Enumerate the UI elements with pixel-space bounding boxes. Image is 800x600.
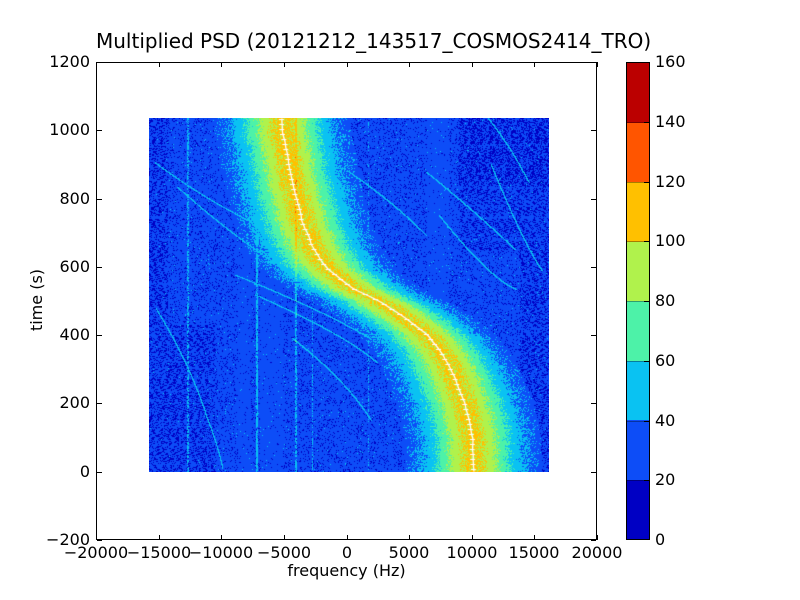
colorbar-tick-label: 0 <box>655 530 666 549</box>
colorbar-separator <box>627 182 649 183</box>
y-tick-mark-right <box>591 540 596 541</box>
colorbar-tick-label: 100 <box>655 231 686 250</box>
y-tick-mark-right <box>591 472 596 473</box>
colorbar-separator <box>627 241 649 242</box>
y-tick-label: 0 <box>79 462 90 481</box>
x-tick-mark <box>96 535 97 540</box>
y-tick-mark <box>97 472 102 473</box>
x-tick-mark-top <box>347 62 348 67</box>
colorbar-tick-mark <box>644 241 649 242</box>
y-tick-mark <box>97 130 102 131</box>
colorbar-separator <box>627 361 649 362</box>
x-tick-mark-top <box>221 62 222 67</box>
x-tick-mark-top <box>409 62 410 67</box>
psd-heatmap-image <box>149 118 549 472</box>
x-tick-mark-top <box>597 62 598 67</box>
x-axis-label: frequency (Hz) <box>287 561 406 580</box>
y-tick-mark <box>97 267 102 268</box>
x-tick-label: −5000 <box>256 543 312 562</box>
x-tick-mark <box>534 535 535 540</box>
colorbar-tick-mark <box>644 421 649 422</box>
colorbar-segment <box>627 360 649 420</box>
x-tick-label: 0 <box>341 543 353 562</box>
x-tick-label: 20000 <box>571 543 623 562</box>
y-tick-mark-right <box>591 403 596 404</box>
colorbar-segment <box>627 241 649 301</box>
x-tick-label: 15000 <box>508 543 560 562</box>
y-tick-mark <box>97 403 102 404</box>
colorbar-separator <box>627 122 649 123</box>
y-tick-mark <box>97 62 102 63</box>
colorbar-segments <box>627 63 649 539</box>
x-tick-label: −15000 <box>126 543 192 562</box>
axes-frame <box>96 62 597 540</box>
x-tick-label: −10000 <box>188 543 254 562</box>
y-tick-label: 800 <box>59 189 90 208</box>
colorbar-tick-mark <box>644 122 649 123</box>
colorbar-segment <box>627 182 649 242</box>
x-tick-label: 10000 <box>446 543 498 562</box>
x-tick-mark-top <box>284 62 285 67</box>
y-tick-label: 400 <box>59 325 90 344</box>
colorbar-segment <box>627 479 649 539</box>
colorbar-tick-label: 140 <box>655 112 686 131</box>
colorbar-separator <box>627 421 649 422</box>
colorbar-tick-label: 40 <box>655 411 676 430</box>
y-tick-label: 1200 <box>49 52 90 71</box>
colorbar-segment <box>627 420 649 480</box>
y-tick-mark-right <box>591 62 596 63</box>
y-tick-label: 200 <box>59 393 90 412</box>
y-tick-label: −200 <box>46 530 90 549</box>
x-tick-label: −20000 <box>63 543 129 562</box>
colorbar-tick-label: 120 <box>655 172 686 191</box>
y-tick-mark <box>97 540 102 541</box>
x-tick-mark <box>472 535 473 540</box>
x-tick-mark-top <box>159 62 160 67</box>
x-tick-mark <box>221 535 222 540</box>
colorbar-tick-mark <box>644 480 649 481</box>
colorbar-segment <box>627 301 649 361</box>
colorbar-tick-label: 60 <box>655 351 676 370</box>
x-tick-label: 5000 <box>388 543 430 562</box>
y-tick-mark <box>97 335 102 336</box>
colorbar-separator <box>627 480 649 481</box>
x-tick-mark <box>347 535 348 540</box>
colorbar-segment <box>627 63 649 123</box>
x-tick-mark-top <box>472 62 473 67</box>
x-tick-mark-top <box>534 62 535 67</box>
colorbar-tick-mark <box>644 361 649 362</box>
colorbar <box>626 62 650 540</box>
colorbar-tick-label: 80 <box>655 291 676 310</box>
colorbar-tick-label: 160 <box>655 52 686 71</box>
y-tick-mark-right <box>591 130 596 131</box>
colorbar-separator <box>627 301 649 302</box>
y-tick-mark <box>97 199 102 200</box>
y-tick-mark-right <box>591 199 596 200</box>
y-tick-label: 600 <box>59 257 90 276</box>
colorbar-segment <box>627 122 649 182</box>
colorbar-tick-label: 20 <box>655 470 676 489</box>
y-tick-mark-right <box>591 267 596 268</box>
x-tick-mark <box>597 535 598 540</box>
colorbar-tick-mark <box>644 182 649 183</box>
y-tick-mark-right <box>591 335 596 336</box>
plot-title: Multiplied PSD (20121212_143517_COSMOS24… <box>96 29 652 53</box>
x-tick-mark-top <box>96 62 97 67</box>
colorbar-tick-mark <box>644 301 649 302</box>
x-tick-mark <box>409 535 410 540</box>
y-tick-label: 1000 <box>49 120 90 139</box>
x-tick-mark <box>159 535 160 540</box>
x-tick-mark <box>284 535 285 540</box>
